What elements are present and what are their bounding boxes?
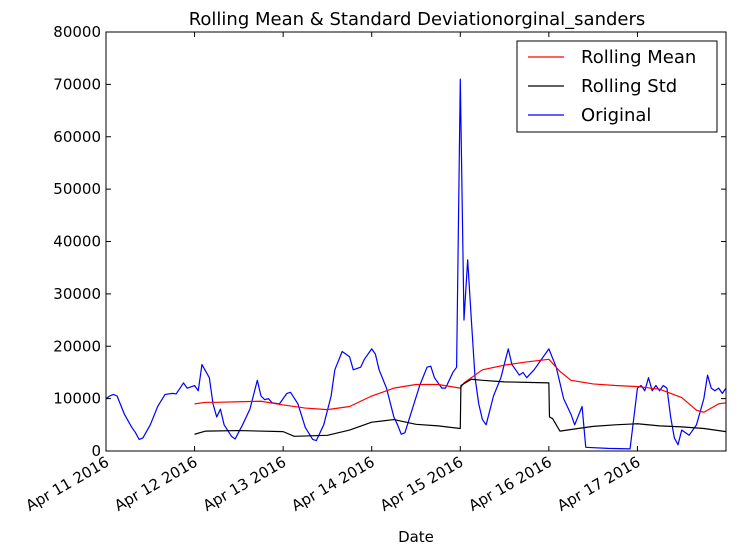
y-tick-label: 10000 xyxy=(53,390,101,408)
series-line-rolling-mean xyxy=(194,358,726,413)
y-axis-tick-labels: 0 10000 20000 30000 40000 50000 60000 70000 8000… xyxy=(53,23,101,460)
y-tick-label: 60000 xyxy=(53,128,101,146)
legend: Rolling Mean Rolling Std Original xyxy=(516,40,718,133)
chart-title: Rolling Mean & Standard Deviationorginal… xyxy=(189,9,646,30)
legend-entries: Rolling Mean Rolling Std Original xyxy=(528,47,696,126)
series-layer xyxy=(106,78,726,450)
legend-label: Rolling Mean xyxy=(581,47,696,68)
y-tick-label: 30000 xyxy=(53,285,101,303)
y-tick-label: 0 xyxy=(91,442,101,460)
y-tick-label: 40000 xyxy=(53,233,101,251)
legend-label: Original xyxy=(581,105,651,126)
series-line-rolling-std xyxy=(194,378,726,437)
y-tick-label: 20000 xyxy=(53,337,101,355)
y-tick-label: 50000 xyxy=(53,180,101,198)
axis-ticks xyxy=(105,31,726,452)
x-axis-label: Date xyxy=(398,528,434,546)
y-tick-label: 80000 xyxy=(53,23,101,41)
legend-label: Rolling Std xyxy=(581,76,677,97)
y-tick-label: 70000 xyxy=(53,75,101,93)
series-line-original xyxy=(106,78,726,450)
